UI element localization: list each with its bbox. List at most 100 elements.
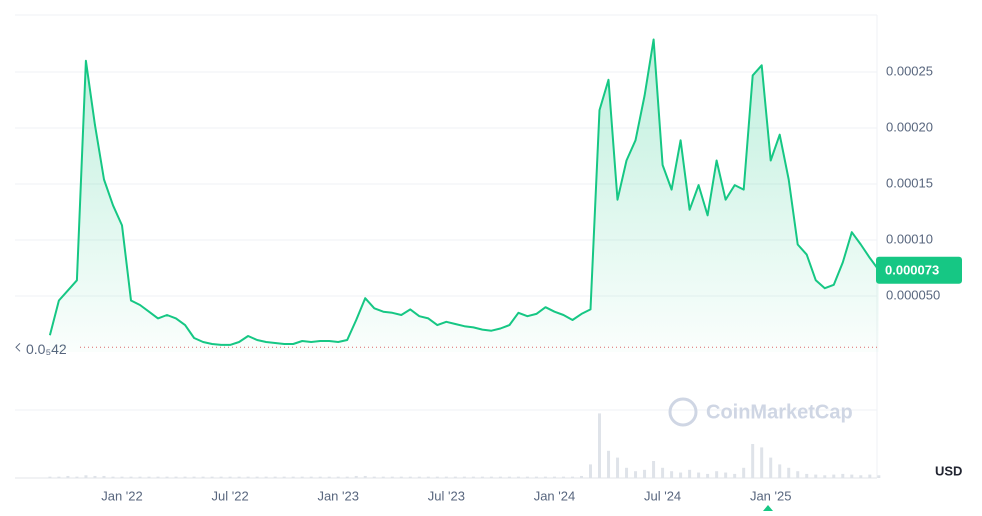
volume-bar (309, 476, 313, 478)
volume-bar (219, 476, 223, 478)
volume-bar (156, 476, 160, 478)
volume-bar (57, 476, 61, 478)
volume-bar (363, 475, 367, 478)
volume-bar (120, 476, 124, 478)
volume-bar (706, 473, 710, 478)
marker (763, 505, 773, 511)
watermark-text: CoinMarketCap (706, 401, 853, 423)
volume-bar (201, 476, 205, 478)
volume-bar (516, 476, 520, 478)
volume-bar (688, 469, 692, 478)
volume-bar (93, 475, 97, 478)
volume-bar (507, 476, 511, 478)
volume-bar (318, 476, 322, 478)
volume-bar (408, 476, 412, 478)
x-tick-label: Jul '24 (644, 488, 681, 503)
volume-bar (75, 476, 79, 478)
volume-bar (787, 467, 791, 478)
x-tick-label: Jul '23 (428, 488, 465, 503)
volume-bar (625, 467, 629, 478)
volume-bar (84, 475, 88, 478)
volume-bar (426, 476, 430, 478)
volume-bar (814, 474, 818, 478)
volume-bar (733, 473, 737, 478)
volume-bar (778, 464, 782, 478)
price-tag (876, 256, 962, 284)
volume-bar (345, 476, 349, 478)
volume-bar (715, 471, 719, 478)
volume-bar (165, 476, 169, 478)
x-tick-label: Jan '25 (750, 488, 792, 503)
currency-label: USD (935, 463, 962, 478)
volume-bar (543, 476, 547, 478)
volume-bar (552, 476, 556, 478)
volume-bar (471, 476, 475, 478)
volume-bar (399, 476, 403, 478)
x-tick-label: Jan '23 (317, 488, 359, 503)
x-tick-label: Jan '24 (534, 488, 576, 503)
volume-bar (570, 476, 574, 478)
volume-bar (300, 476, 304, 478)
volume-bar (598, 413, 602, 478)
volume-bar (652, 461, 656, 478)
watermark: CoinMarketCap (668, 397, 853, 427)
volume-bar (255, 476, 259, 478)
volume-bar (489, 476, 493, 478)
volume-bar (634, 471, 638, 478)
volume-bar (336, 476, 340, 478)
volume-bar (742, 467, 746, 478)
volume-bar (102, 475, 106, 478)
volume-bar (525, 476, 529, 478)
volume-bar (417, 476, 421, 478)
volume-bar (372, 476, 376, 478)
volume-bar (462, 476, 466, 478)
volume-bar (237, 476, 241, 478)
volume-bar (859, 475, 863, 478)
volume-bar (534, 476, 538, 478)
y-tick-label: 0.00010 (886, 231, 933, 246)
volume-bar (138, 476, 142, 478)
volume-bar (228, 476, 232, 478)
volume-bar (607, 450, 611, 478)
volume-bar (823, 475, 827, 478)
volume-bar (670, 471, 674, 478)
volume-bar (282, 476, 286, 478)
price-area (49, 39, 879, 352)
volume-bar (850, 474, 854, 478)
volume-bar (246, 476, 250, 478)
volume-bar (264, 476, 268, 478)
volume-bar (751, 444, 755, 478)
volume-bar (147, 476, 151, 478)
volume-bar (273, 476, 277, 478)
y-tick-label: 0.00025 (886, 63, 933, 78)
volume-bar (868, 474, 872, 478)
price-line (48, 38, 880, 346)
volume-bar (174, 476, 178, 478)
volume-bar (390, 476, 394, 478)
volume-bar (589, 464, 592, 478)
volume-bar (769, 457, 773, 478)
volume-bar (760, 447, 764, 478)
volume-bar (498, 476, 502, 478)
volume-bar (381, 476, 385, 478)
volume-bar (192, 476, 196, 478)
volume-bar (291, 476, 295, 478)
volume-bar (805, 473, 809, 478)
x-tick-label: Jul '22 (212, 488, 249, 503)
volume-bar (643, 469, 647, 478)
volume-bar (877, 475, 881, 478)
volume-bar (435, 476, 439, 478)
volume-bar (183, 476, 187, 478)
volume-bar (453, 476, 457, 478)
volume-bar (661, 467, 665, 478)
volume-bar (111, 476, 115, 478)
volume-bar (480, 476, 484, 478)
volume-bar (579, 475, 583, 478)
y-tick-label: 0.00015 (886, 175, 933, 190)
volume-bar (832, 474, 836, 478)
y-tick-label: 0.000050 (886, 287, 940, 302)
volume-bar (724, 472, 728, 478)
volume-bar (841, 473, 845, 478)
volume-bar (327, 476, 331, 478)
